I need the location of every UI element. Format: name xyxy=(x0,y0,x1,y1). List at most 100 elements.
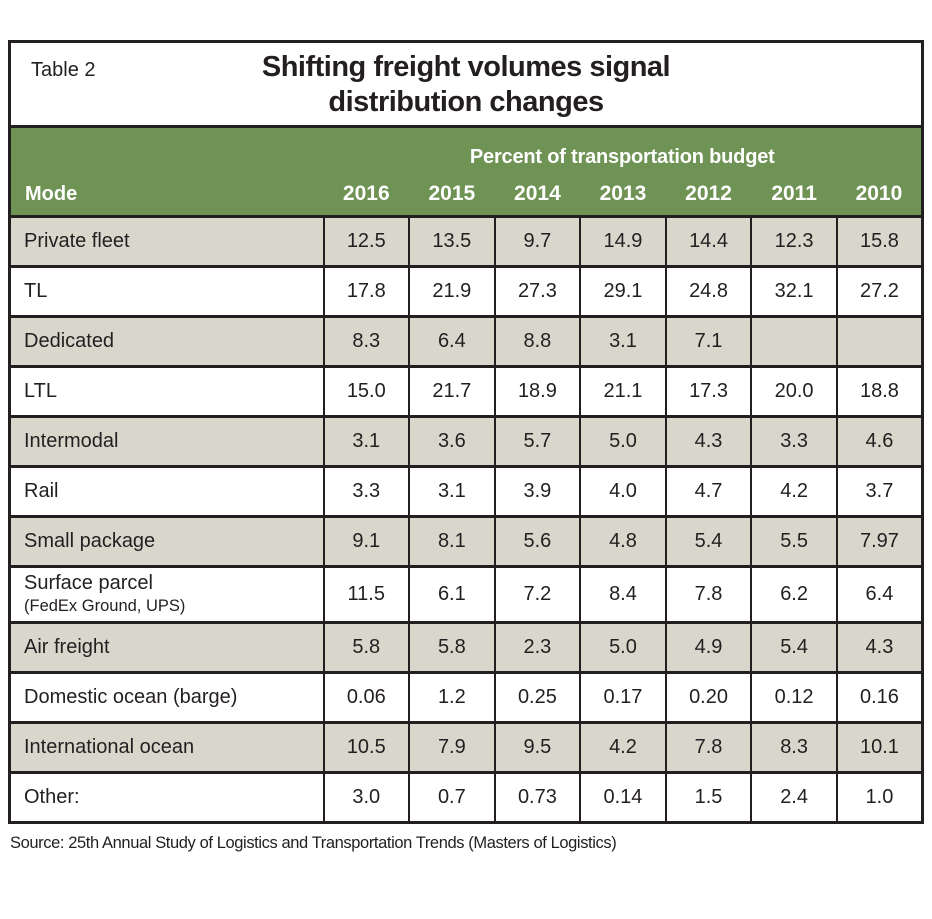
table-row: Intermodal 3.1 3.6 5.7 5.0 4.3 3.3 4.6 xyxy=(8,415,924,468)
value-cell: 21.9 xyxy=(408,265,496,318)
table-row: Rail 3.3 3.1 3.9 4.0 4.7 4.2 3.7 xyxy=(8,465,924,518)
mode-label: LTL xyxy=(24,380,57,402)
mode-label: Private fleet xyxy=(24,230,130,252)
title-row: Table 2 Shifting freight volumes signal … xyxy=(9,41,923,128)
mode-cell: Intermodal xyxy=(8,415,325,468)
value-cell: 1.5 xyxy=(664,770,753,824)
table-number-label: Table 2 xyxy=(31,59,96,81)
mode-cell: TL xyxy=(8,265,325,318)
value-cell: 3.9 xyxy=(493,465,582,518)
mode-cell: Domestic ocean (barge) xyxy=(8,670,325,724)
value-cell: 0.25 xyxy=(493,670,582,724)
value-cell: 5.0 xyxy=(579,415,667,468)
table-row: Private fleet 12.5 13.5 9.7 14.9 14.4 12… xyxy=(8,215,924,268)
value-cell: 8.8 xyxy=(493,315,582,368)
value-cell: 10.1 xyxy=(835,720,924,774)
value-cell: 7.8 xyxy=(664,565,753,624)
table-row: Dedicated 8.3 6.4 8.8 3.1 7.1 xyxy=(8,315,924,368)
value-cell: 4.2 xyxy=(579,720,667,774)
mode-label: Air freight xyxy=(24,635,110,658)
value-cell: 3.1 xyxy=(579,315,667,368)
mode-cell: Private fleet xyxy=(8,215,325,268)
mode-label: Dedicated xyxy=(24,330,115,352)
value-cell: 13.5 xyxy=(408,215,496,268)
mode-cell: Small package xyxy=(8,515,325,568)
year-header-2015: 2015 xyxy=(409,174,495,217)
mode-sublabel: (FedEx Ground, UPS) xyxy=(24,597,186,615)
value-cell: 3.6 xyxy=(408,415,496,468)
mode-column-header: Mode xyxy=(9,174,324,217)
value-cell: 2.3 xyxy=(493,620,582,674)
year-header-2010: 2010 xyxy=(836,174,923,217)
value-cell: 6.2 xyxy=(750,565,838,624)
figure-title: Shifting freight volumes signal distribu… xyxy=(261,51,671,118)
mode-cell: Rail xyxy=(8,465,325,518)
value-cell: 29.1 xyxy=(579,265,667,318)
value-cell: 5.4 xyxy=(664,515,753,568)
value-cell: 4.2 xyxy=(750,465,838,518)
title-cell: Table 2 Shifting freight volumes signal … xyxy=(9,41,923,128)
budget-span-row: Percent of transportation budget xyxy=(9,126,923,175)
value-cell: 14.9 xyxy=(579,215,667,268)
value-cell: 6.4 xyxy=(408,315,496,368)
table-header: Table 2 Shifting freight volumes signal … xyxy=(9,41,923,217)
mode-cell: Surface parcel (FedEx Ground, UPS) xyxy=(8,565,325,624)
table-row: Domestic ocean (barge) 0.06 1.2 0.25 0.1… xyxy=(8,670,924,724)
value-cell: 11.5 xyxy=(322,565,411,624)
value-cell: 0.7 xyxy=(408,770,496,824)
table-row: International ocean 10.5 7.9 9.5 4.2 7.8… xyxy=(8,720,924,774)
value-cell: 15.0 xyxy=(322,365,411,418)
table-figure: Table 2 Shifting freight volumes signal … xyxy=(8,40,924,853)
value-cell: 17.3 xyxy=(664,365,753,418)
year-header-2012: 2012 xyxy=(665,174,752,217)
value-cell: 18.9 xyxy=(493,365,582,418)
year-header-2014: 2014 xyxy=(494,174,581,217)
table-row: Surface parcel (FedEx Ground, UPS) 11.5 … xyxy=(8,565,924,624)
value-cell: 4.8 xyxy=(579,515,667,568)
value-cell xyxy=(835,315,924,368)
value-cell: 0.14 xyxy=(579,770,667,824)
value-cell: 14.4 xyxy=(664,215,753,268)
value-cell: 0.73 xyxy=(493,770,582,824)
year-header-2011: 2011 xyxy=(751,174,837,217)
value-cell: 5.7 xyxy=(493,415,582,468)
column-header-row: Mode 2016 2015 2014 2013 2012 2011 2010 xyxy=(9,174,923,217)
value-cell: 20.0 xyxy=(750,365,838,418)
value-cell: 8.3 xyxy=(750,720,838,774)
mode-cell: Dedicated xyxy=(8,315,325,368)
value-cell: 27.2 xyxy=(835,265,924,318)
value-cell: 7.9 xyxy=(408,720,496,774)
value-cell: 1.0 xyxy=(835,770,924,824)
table-row: Other: 3.0 0.7 0.73 0.14 1.5 2.4 1.0 xyxy=(8,770,924,824)
value-cell: 3.1 xyxy=(408,465,496,518)
year-header-2016: 2016 xyxy=(323,174,410,217)
mode-label: Surface parcel xyxy=(24,572,153,594)
value-cell: 3.3 xyxy=(322,465,411,518)
value-cell: 9.5 xyxy=(493,720,582,774)
value-cell: 9.1 xyxy=(322,515,411,568)
budget-span-header: Percent of transportation budget xyxy=(323,126,923,175)
table-row: Small package 9.1 8.1 5.6 4.8 5.4 5.5 7.… xyxy=(8,515,924,568)
value-cell: 4.3 xyxy=(835,620,924,674)
value-cell: 4.9 xyxy=(664,620,753,674)
value-cell: 3.0 xyxy=(322,770,411,824)
mode-label: TL xyxy=(24,280,48,302)
value-cell: 3.1 xyxy=(322,415,411,468)
value-cell: 7.97 xyxy=(835,515,924,568)
value-cell: 6.1 xyxy=(408,565,496,624)
value-cell: 32.1 xyxy=(750,265,838,318)
mode-label: Small package xyxy=(24,530,156,552)
value-cell: 4.6 xyxy=(835,415,924,468)
mode-cell: LTL xyxy=(8,365,325,418)
value-cell: 7.2 xyxy=(493,565,582,624)
value-cell: 5.0 xyxy=(579,620,667,674)
mode-cell: International ocean xyxy=(8,720,325,774)
value-cell: 0.20 xyxy=(664,670,753,724)
value-cell: 17.8 xyxy=(322,265,411,318)
value-cell: 9.7 xyxy=(493,215,582,268)
value-cell: 2.4 xyxy=(750,770,838,824)
value-cell: 7.1 xyxy=(664,315,753,368)
mode-label: International ocean xyxy=(24,735,195,758)
mode-cell: Air freight xyxy=(8,620,325,674)
value-cell: 8.1 xyxy=(408,515,496,568)
